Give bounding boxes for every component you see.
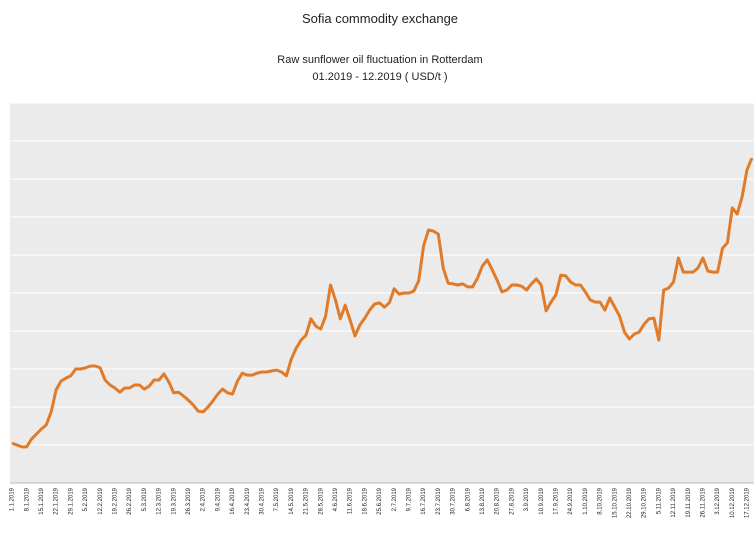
x-tick-label: 29.10.2019	[642, 487, 648, 518]
x-tick-label: 2.4.2019	[201, 487, 207, 511]
x-tick-label: 24.9.2019	[568, 487, 574, 514]
x-tick-label: 30.7.2019	[451, 487, 457, 514]
x-tick-label: 11.6.2019	[348, 487, 354, 514]
x-tick-label: 26.2.2019	[127, 487, 133, 514]
x-tick-label: 16.4.2019	[230, 487, 236, 514]
x-tick-label: 22.1.2019	[54, 487, 60, 514]
chart-subtitle: Raw sunflower oil fluctuation in Rotterd…	[277, 54, 482, 66]
x-tick-label: 3.9.2019	[524, 487, 530, 511]
x-tick-label: 23.7.2019	[436, 487, 442, 514]
x-tick-label: 15.10.2019	[612, 487, 618, 518]
x-tick-label: 1.1.2019	[10, 487, 16, 511]
x-tick-label: 18.6.2019	[362, 487, 368, 514]
x-tick-label: 20.8.2019	[495, 487, 501, 514]
x-tick-label: 17.9.2019	[553, 487, 559, 514]
x-tick-label: 30.4.2019	[259, 487, 265, 514]
x-tick-label: 27.8.2019	[509, 487, 515, 514]
x-tick-label: 12.2.2019	[98, 487, 104, 514]
x-tick-label: 6.8.2019	[465, 487, 471, 511]
x-tick-label: 22.10.2019	[627, 487, 633, 518]
x-tick-label: 19.2.2019	[112, 487, 118, 514]
x-tick-label: 8.1.2019	[24, 487, 30, 511]
x-tick-label: 19.11.2019	[686, 487, 692, 517]
x-tick-label: 26.11.2019	[700, 487, 706, 517]
x-tick-label: 10.9.2019	[539, 487, 545, 514]
x-tick-label: 7.5.2019	[274, 487, 280, 511]
x-tick-label: 16.7.2019	[421, 487, 427, 514]
x-tick-label: 13.8.2019	[480, 487, 486, 514]
x-tick-label: 17.12.2019	[745, 487, 751, 518]
x-tick-label: 25.6.2019	[377, 487, 383, 514]
line-series	[11, 157, 754, 449]
x-tick-label: 3.12.2019	[715, 487, 721, 514]
x-tick-label: 19.3.2019	[171, 487, 177, 514]
x-tick-label: 12.11.2019	[671, 487, 677, 517]
x-tick-label: 15.1.2019	[39, 487, 45, 514]
x-tick-label: 9.7.2019	[406, 487, 412, 511]
x-tick-label: 5.11.2019	[656, 487, 662, 514]
x-tick-label: 5.2.2019	[83, 487, 89, 511]
x-tick-label: 5.3.2019	[142, 487, 148, 511]
x-tick-label: 9.4.2019	[215, 487, 221, 511]
x-tick-label: 10.12.2019	[730, 487, 736, 518]
x-tick-label: 29.1.2019	[68, 487, 74, 514]
x-tick-label: 21.5.2019	[304, 487, 310, 514]
x-tick-label: 12.3.2019	[157, 487, 163, 514]
x-tick-label: 23.4.2019	[245, 487, 251, 514]
chart-title: Sofia commodity exchange	[302, 11, 458, 26]
x-tick-label: 28.5.2019	[318, 487, 324, 514]
chart-subtitle: 01.2019 - 12.2019 ( USD/t )	[312, 71, 447, 83]
x-tick-label: 2.7.2019	[392, 487, 398, 511]
x-tick-label: 1.10.2019	[583, 487, 589, 514]
x-tick-label: 4.6.2019	[333, 487, 339, 511]
x-tick-label: 14.5.2019	[289, 487, 295, 514]
x-tick-label: 8.10.2019	[598, 487, 604, 514]
x-tick-label: 26.3.2019	[186, 487, 192, 514]
